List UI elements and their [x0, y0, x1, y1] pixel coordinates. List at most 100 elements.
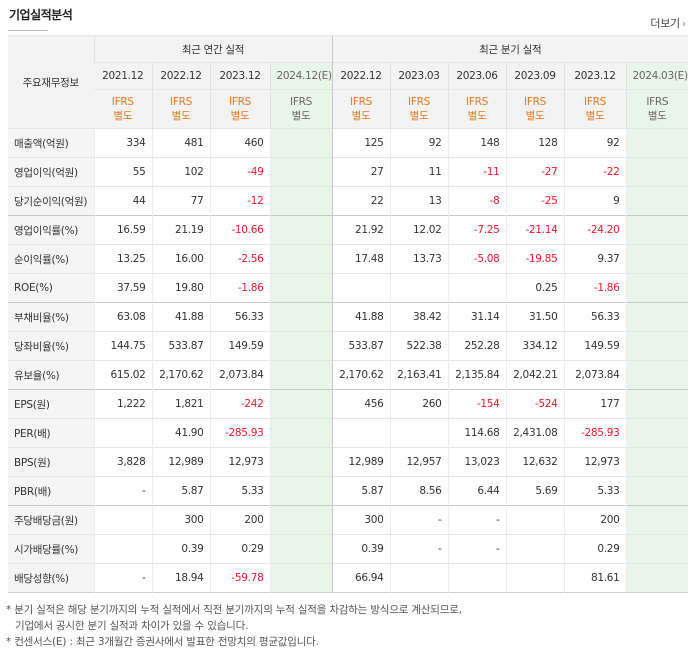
quarter-value-cell: 38.42: [389, 302, 448, 332]
table-row: 매출액(억원) 334 481 460 125 92 148 128 92: [8, 128, 689, 158]
annual-value-cell: [269, 418, 332, 448]
annual-value-cell: 2,073.84: [209, 360, 270, 390]
quarter-value-cell: 92: [389, 128, 448, 158]
row-label: 매출액(억원): [8, 128, 94, 158]
quarter-value-cell: 41.88: [331, 302, 390, 332]
quarter-value-cell: 56.33: [563, 302, 626, 332]
quarter-value-cell: -24.20: [563, 215, 626, 245]
quarter-value-cell: 0.39: [331, 534, 390, 564]
quarter-value-cell: 128: [505, 128, 564, 158]
quarter-value-cell: [331, 418, 390, 448]
annual-period-header: 2024.12(E): [269, 62, 332, 90]
basis-standard: IFRS: [290, 96, 312, 108]
quarter-value-cell: [625, 418, 689, 448]
annual-value-cell: [269, 360, 332, 390]
annual-period-header: 2022.12: [151, 62, 210, 90]
quarter-value-cell: [331, 273, 390, 303]
more-link[interactable]: 더보기: [650, 15, 686, 31]
row-label: 영업이익률(%): [8, 215, 94, 245]
quarter-value-cell: 12.02: [389, 215, 448, 245]
quarter-value-cell: 81.61: [563, 563, 626, 593]
annual-value-cell: 41.88: [151, 302, 210, 332]
quarter-value-cell: 22: [331, 186, 390, 216]
annual-value-cell: 144.75: [93, 331, 152, 361]
annual-value-cell: [269, 273, 332, 303]
annual-value-cell: 41.90: [151, 418, 210, 448]
quarter-value-cell: [505, 563, 564, 593]
footnote-1: * 분기 실적은 해당 분기까지의 누적 실적에서 직전 분기까지의 누적 실적…: [6, 604, 462, 616]
annual-value-cell: [269, 505, 332, 535]
basis-type: 별도: [291, 110, 311, 122]
annual-value-cell: 77: [151, 186, 210, 216]
annual-basis-header: IFRS 별도: [269, 89, 332, 129]
annual-value-cell: [269, 389, 332, 419]
row-label: 순이익률(%): [8, 244, 94, 274]
quarter-value-cell: [625, 505, 689, 535]
quarter-value-cell: 456: [331, 389, 390, 419]
quarter-value-cell: 5.33: [563, 476, 626, 506]
annual-value-cell: 55: [93, 157, 152, 187]
basis-standard: IFRS: [170, 96, 192, 108]
annual-value-cell: [93, 534, 152, 564]
annual-value-cell: [269, 447, 332, 477]
quarter-value-cell: [447, 563, 506, 593]
basis-standard: IFRS: [584, 96, 606, 108]
quarter-group-header: 최근 분기 실적: [331, 35, 689, 63]
quarter-value-cell: 522.38: [389, 331, 448, 361]
quarter-value-cell: 149.59: [563, 331, 626, 361]
quarter-basis-header: IFRS 별도: [331, 89, 390, 129]
annual-value-cell: -: [93, 563, 152, 593]
annual-value-cell: 18.94: [151, 563, 210, 593]
annual-value-cell: [269, 331, 332, 361]
quarter-value-cell: -27: [505, 157, 564, 187]
quarter-value-cell: -7.25: [447, 215, 506, 245]
quarter-period-header: 2023.03: [389, 62, 448, 90]
table-row: ROE(%) 37.59 19.80 -1.86 0.25 -1.86: [8, 273, 689, 303]
basis-standard: IFRS: [524, 96, 546, 108]
quarter-value-cell: [625, 215, 689, 245]
quarter-value-cell: 114.68: [447, 418, 506, 448]
annual-value-cell: [93, 505, 152, 535]
quarter-value-cell: 13: [389, 186, 448, 216]
annual-value-cell: 0.29: [209, 534, 270, 564]
quarter-period-header: 2022.12: [331, 62, 390, 90]
quarter-value-cell: [625, 534, 689, 564]
row-label: 당기순이익(억원): [8, 186, 94, 216]
basis-type: 별도: [525, 110, 545, 122]
quarter-value-cell: 27: [331, 157, 390, 187]
quarter-value-cell: 8.56: [389, 476, 448, 506]
quarter-value-cell: 13,023: [447, 447, 506, 477]
basis-standard: IFRS: [646, 96, 669, 108]
quarter-value-cell: -524: [505, 389, 564, 419]
annual-value-cell: [269, 186, 332, 216]
row-label: 당좌비율(%): [8, 331, 94, 361]
quarter-value-cell: 2,135.84: [447, 360, 506, 390]
quarter-value-cell: [625, 389, 689, 419]
annual-value-cell: 19.80: [151, 273, 210, 303]
basis-type: 별도: [113, 110, 133, 122]
quarter-value-cell: [505, 534, 564, 564]
quarter-value-cell: 11: [389, 157, 448, 187]
annual-value-cell: 102: [151, 157, 210, 187]
annual-value-cell: [269, 128, 332, 158]
table-row: BPS(원) 3,828 12,989 12,973 12,989 12,957 13,02…: [8, 447, 689, 477]
quarter-value-cell: [389, 563, 448, 593]
row-label: 부채비율(%): [8, 302, 94, 332]
annual-basis-header: IFRS 별도: [94, 89, 152, 129]
footnote-2: * 컨센서스(E) : 최근 3개월간 증권사에서 발표한 전망치의 평균값입니…: [6, 636, 319, 648]
annual-value-cell: [269, 302, 332, 332]
table-row: PER(배) 41.90 -285.93 114.68 2,431.08 -285.93: [8, 418, 689, 448]
row-label: 영업이익(억원): [8, 157, 94, 187]
quarter-value-cell: 125: [331, 128, 390, 158]
quarter-value-cell: 13.73: [389, 244, 448, 274]
table-row: 주당배당금(원) 300 200 300- -200: [8, 505, 689, 535]
quarter-value-cell: -154: [447, 389, 506, 419]
quarter-basis-header: IFRS 별도: [505, 89, 564, 129]
table-row: 영업이익률(%) 16.59 21.19 -10.66 21.92 12.02 -7.25-…: [8, 215, 689, 245]
annual-value-cell: 16.59: [93, 215, 152, 245]
quarter-value-cell: 31.14: [447, 302, 506, 332]
quarter-basis-header: IFRS 별도: [389, 89, 448, 129]
quarter-value-cell: 300: [331, 505, 390, 535]
quarter-value-cell: 148: [447, 128, 506, 158]
quarter-value-cell: 252.28: [447, 331, 506, 361]
